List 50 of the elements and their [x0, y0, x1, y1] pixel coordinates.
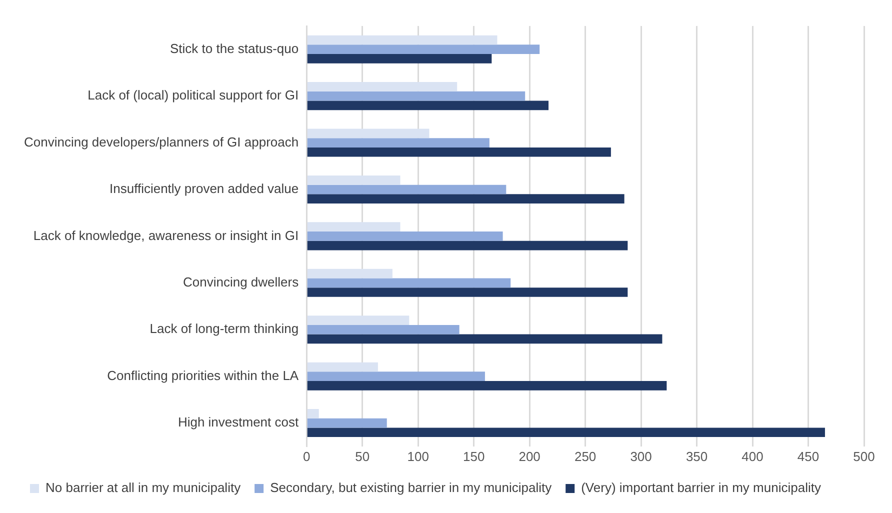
bar: [307, 362, 378, 372]
legend-label: No barrier at all in my municipality: [46, 480, 242, 496]
y-tick-label: High investment cost: [178, 414, 299, 430]
y-tick-label: Stick to the status-quo: [170, 40, 299, 56]
x-tick-label: 500: [853, 448, 875, 464]
bar: [307, 288, 628, 297]
bar: [307, 54, 492, 64]
bar: [307, 381, 667, 390]
bar: [307, 372, 485, 382]
bar: [307, 324, 460, 334]
x-tick-label: 150: [462, 448, 485, 464]
bar: [307, 35, 498, 45]
bar: [307, 128, 430, 138]
x-tick-label: 250: [574, 448, 596, 464]
x-tick-label: 100: [407, 448, 429, 464]
bar: [307, 194, 624, 204]
bar: [307, 232, 503, 241]
bar: [307, 82, 458, 92]
y-tick-label: Convincing dwellers: [182, 274, 300, 290]
x-tick-label: 200: [518, 448, 540, 464]
bar: [307, 409, 319, 418]
x-tick-label: 0: [302, 448, 310, 464]
bar: [307, 184, 506, 194]
x-tick-label: 50: [355, 448, 370, 464]
y-tick-label: Convincing developers/planners of GI approach: [24, 134, 299, 150]
bar: [307, 100, 549, 110]
y-tick-label: Lack of knowledge, awareness or insight in GI: [33, 228, 299, 243]
bar: [307, 175, 400, 185]
bar: [307, 240, 628, 250]
bar: [307, 138, 490, 148]
bar: [307, 418, 387, 428]
bar: [307, 44, 540, 54]
bar: [307, 334, 662, 344]
bar: [307, 91, 526, 101]
legend-label: (Very) important barrier in my municipality: [581, 480, 822, 496]
bar: [307, 316, 410, 325]
x-tick-label: 400: [742, 448, 764, 464]
legend-label: Secondary, but existing barrier in my municipality: [270, 480, 552, 496]
bar: [307, 147, 611, 157]
bar: [307, 222, 400, 232]
y-tick-label: Lack of (local) political support for GI: [88, 88, 299, 103]
bar: [307, 278, 511, 288]
y-tick-label: Insufficiently proven added value: [110, 181, 299, 196]
x-tick-label: 350: [686, 448, 708, 464]
y-tick-label: Lack of long-term thinking: [150, 321, 299, 336]
y-tick-label: Conflicting priorities within the LA: [107, 368, 299, 383]
bar: [307, 268, 392, 278]
bar: [307, 428, 825, 438]
x-tick-label: 450: [797, 448, 820, 464]
x-tick-label: 300: [630, 448, 652, 464]
